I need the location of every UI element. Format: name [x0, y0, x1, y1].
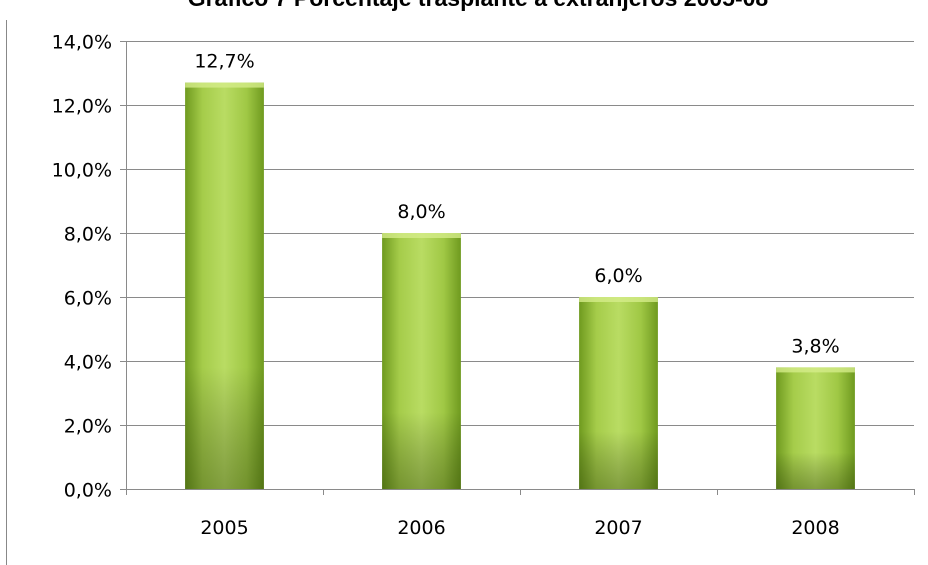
bar-shade — [382, 233, 461, 489]
x-tick-label: 2008 — [791, 517, 839, 539]
y-tick-label: 14,0% — [52, 32, 112, 54]
y-tick-label: 6,0% — [64, 288, 112, 310]
x-tick-label: 2005 — [200, 517, 248, 539]
y-tick-label: 4,0% — [64, 352, 112, 374]
y-tick-label: 0,0% — [64, 480, 112, 502]
data-label: 12,7% — [194, 51, 254, 73]
data-label: 3,8% — [791, 335, 839, 357]
y-tick-label: 12,0% — [52, 96, 112, 118]
y-tick-label: 8,0% — [64, 224, 112, 246]
data-label: 8,0% — [397, 201, 445, 223]
bar-top-highlight — [382, 233, 461, 238]
chart-title: Gráfico 7 Porcentaje trasplante a extran… — [188, 0, 769, 11]
y-tick-label: 2,0% — [64, 416, 112, 438]
bar-shade — [776, 367, 855, 489]
bar-top-highlight — [776, 367, 855, 373]
bar-top-highlight — [185, 82, 264, 88]
data-label: 6,0% — [594, 265, 642, 287]
bar-shade — [185, 82, 264, 489]
y-tick-label: 10,0% — [52, 160, 112, 182]
bar-shade — [579, 297, 658, 489]
bar-top-highlight — [579, 297, 658, 302]
x-tick-label: 2006 — [397, 517, 445, 539]
x-tick-label: 2007 — [594, 517, 642, 539]
